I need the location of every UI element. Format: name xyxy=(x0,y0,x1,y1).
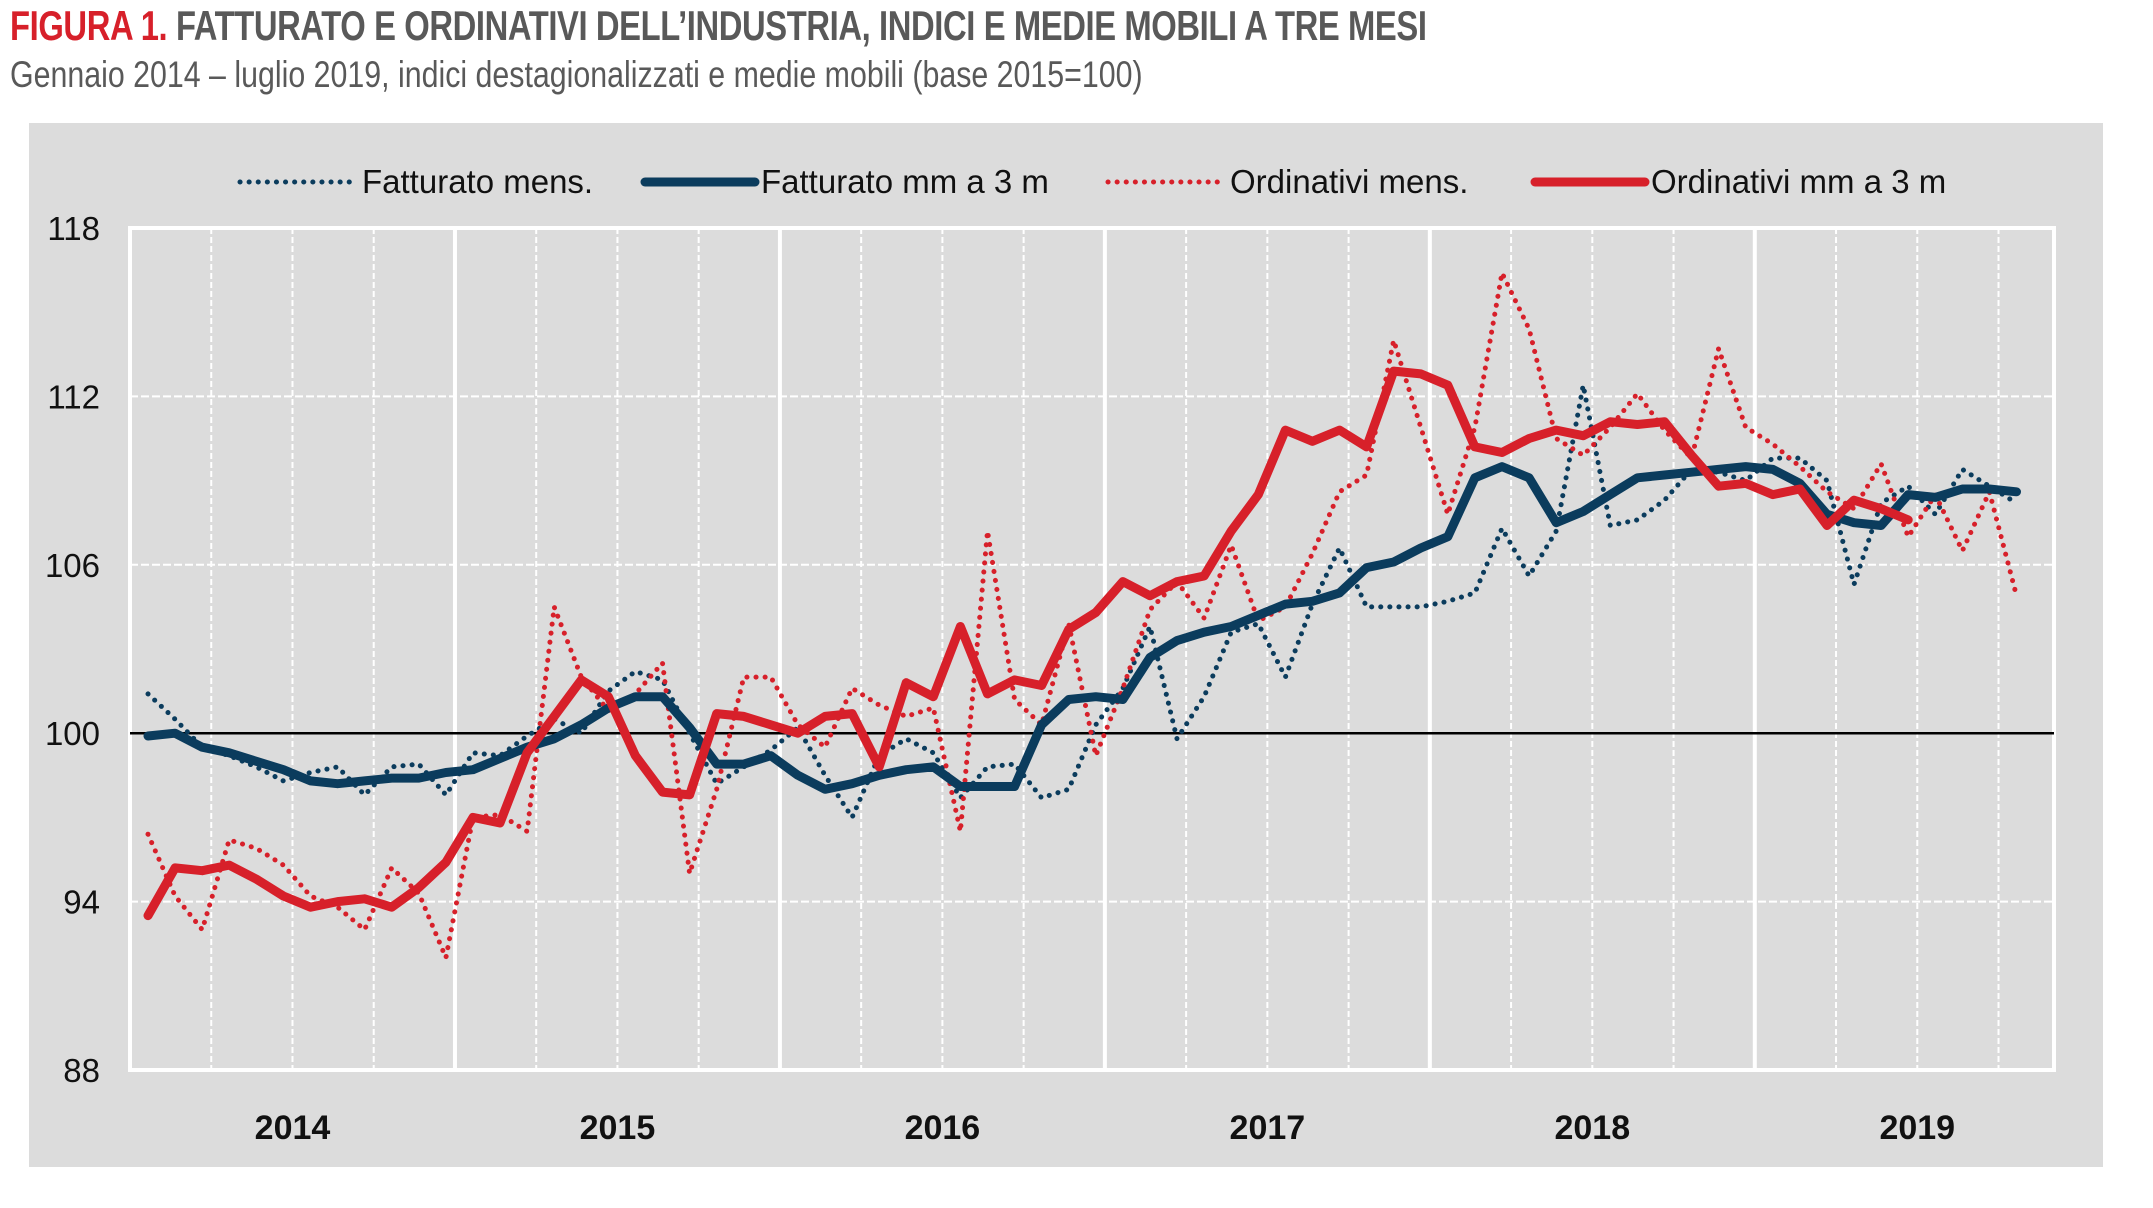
axes: 88 94 100 106 112 118 2014 2015 2016 2017 2018 2019 xyxy=(45,210,2054,1147)
x-tick-label: 2017 xyxy=(1230,1109,1306,1147)
y-tick-label: 118 xyxy=(47,210,100,247)
figure-number: FIGURA 1. xyxy=(10,2,168,49)
y-tick-label: 88 xyxy=(63,1052,100,1089)
y-tick-label: 106 xyxy=(45,547,100,584)
plot-frame xyxy=(128,226,2056,1072)
series-lines xyxy=(143,270,2021,961)
legend-label: Ordinativi mm a 3 m xyxy=(1651,163,1946,200)
legend-label: Fatturato mm a 3 m xyxy=(761,163,1049,200)
x-tick-label: 2016 xyxy=(905,1109,981,1147)
legend-label: Ordinativi mens. xyxy=(1230,163,1468,200)
figure-title: FIGURA 1. FATTURATO E ORDINATIVI DELL’IN… xyxy=(10,2,1427,50)
series-ordinativi-mm-a-3-m xyxy=(143,366,1913,921)
legend-label: Fatturato mens. xyxy=(362,163,593,200)
y-tick-label: 100 xyxy=(45,715,100,752)
series-ordinativi-mens- xyxy=(145,270,2019,961)
x-tick-label: 2018 xyxy=(1554,1109,1630,1147)
y-tick-label: 112 xyxy=(47,378,100,415)
y-tick-label: 94 xyxy=(63,884,100,921)
grid-lines xyxy=(128,226,2056,1072)
series-fatturato-mens- xyxy=(145,382,2019,820)
figure-subtitle: Gennaio 2014 – luglio 2019, indici desta… xyxy=(10,54,1143,95)
x-tick-label: 2019 xyxy=(1879,1109,1955,1147)
series-fatturato-mm-a-3-m xyxy=(143,462,2021,794)
x-tick-label: 2015 xyxy=(580,1109,656,1147)
figure-title-text: FATTURATO E ORDINATIVI DELL’INDUSTRIA, I… xyxy=(167,2,1427,49)
legend: Fatturato mens. Fatturato mm a 3 m Ordinat… xyxy=(237,163,1946,200)
x-tick-label: 2014 xyxy=(255,1109,331,1147)
